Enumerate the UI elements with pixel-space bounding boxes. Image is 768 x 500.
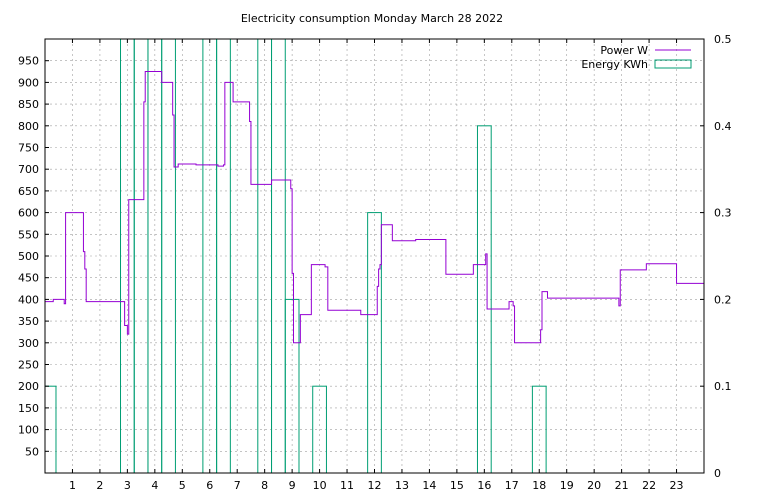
x-tick-label: 2 xyxy=(96,479,103,492)
x-tick-label: 23 xyxy=(670,479,684,492)
y-tick-label: 500 xyxy=(18,250,39,263)
x-tick-label: 20 xyxy=(587,479,601,492)
axis-ticks: 1 2 3 4 5 6 7 8 9 10 11 12 13 14 15 16 17 18 19 20 21 22 23501… xyxy=(18,33,732,492)
y-tick-label: 800 xyxy=(18,120,39,133)
y-tick-label: 450 xyxy=(18,272,39,285)
y-tick-label: 400 xyxy=(18,293,39,306)
y-tick-label: 650 xyxy=(18,185,39,198)
x-tick-label: 18 xyxy=(532,479,546,492)
y2-tick-label: 0.3 xyxy=(714,207,732,220)
y2-tick-label: 0.5 xyxy=(714,33,732,46)
y-tick-label: 350 xyxy=(18,315,39,328)
x-tick-label: 22 xyxy=(642,479,656,492)
y-tick-label: 600 xyxy=(18,207,39,220)
x-tick-label: 3 xyxy=(124,479,131,492)
y-tick-label: 550 xyxy=(18,228,39,241)
y-tick-label: 200 xyxy=(18,380,39,393)
legend: Power W Energy KWh xyxy=(581,44,692,71)
power-line xyxy=(45,71,704,344)
y-tick-label: 50 xyxy=(25,445,39,458)
x-tick-label: 13 xyxy=(395,479,409,492)
y-tick-label: 100 xyxy=(18,424,39,437)
energy-bar xyxy=(271,38,286,474)
y2-tick-label: 0.4 xyxy=(714,120,732,133)
x-tick-label: 14 xyxy=(422,479,436,492)
x-tick-label: 15 xyxy=(450,479,464,492)
x-tick-label: 7 xyxy=(234,479,241,492)
x-tick-label: 8 xyxy=(261,479,268,492)
y-tick-label: 950 xyxy=(18,55,39,68)
x-tick-label: 5 xyxy=(179,479,186,492)
power-series xyxy=(45,71,704,344)
energy-bar xyxy=(367,212,382,474)
x-tick-label: 6 xyxy=(206,479,213,492)
y-tick-label: 150 xyxy=(18,402,39,415)
y-tick-label: 250 xyxy=(18,359,39,372)
y-tick-label: 750 xyxy=(18,142,39,155)
x-tick-label: 1 xyxy=(69,479,76,492)
x-tick-label: 10 xyxy=(313,479,327,492)
x-tick-label: 11 xyxy=(340,479,354,492)
y-tick-label: 900 xyxy=(18,76,39,89)
x-tick-label: 12 xyxy=(368,479,382,492)
y2-tick-label: 0.1 xyxy=(714,380,732,393)
energy-bar xyxy=(216,38,231,474)
chart-title: Electricity consumption Monday March 28 … xyxy=(241,12,503,25)
x-tick-label: 19 xyxy=(560,479,574,492)
energy-bar xyxy=(161,38,176,474)
x-tick-label: 17 xyxy=(505,479,519,492)
y2-tick-label: 0 xyxy=(714,467,721,480)
x-tick-label: 16 xyxy=(477,479,491,492)
x-tick-label: 4 xyxy=(151,479,158,492)
y-tick-label: 300 xyxy=(18,337,39,350)
legend-energy-swatch xyxy=(654,59,692,69)
legend-power-label: Power W xyxy=(600,44,648,57)
x-tick-label: 9 xyxy=(289,479,296,492)
y2-tick-label: 0.2 xyxy=(714,293,732,306)
y-tick-label: 700 xyxy=(18,163,39,176)
y-tick-label: 850 xyxy=(18,98,39,111)
legend-energy-label: Energy KWh xyxy=(581,58,648,71)
x-tick-label: 21 xyxy=(615,479,629,492)
